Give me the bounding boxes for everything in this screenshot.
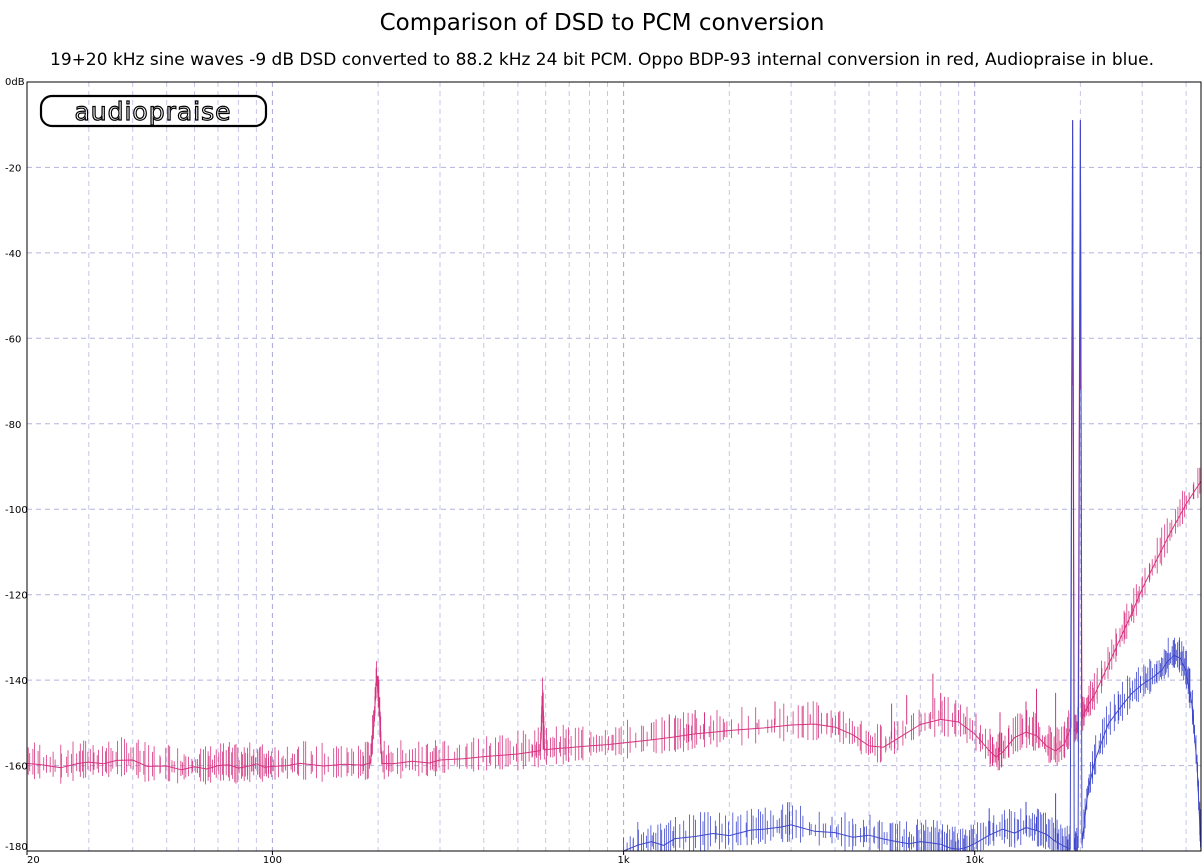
x-tick-label: 100 bbox=[263, 855, 282, 865]
y-tick-label: -20 bbox=[5, 163, 21, 174]
x-tick-label: 20 bbox=[27, 855, 40, 865]
y-tick-label: -80 bbox=[5, 420, 21, 431]
y-tick-label: -100 bbox=[5, 505, 28, 516]
series-line bbox=[26, 120, 1202, 771]
plot-frame bbox=[26, 81, 1202, 852]
chart-subtitle: 19+20 kHz sine waves -9 dB DSD converted… bbox=[50, 50, 1154, 70]
y-tick-label: 0dB bbox=[5, 77, 25, 88]
series-1 bbox=[623, 120, 1202, 852]
grid-layer bbox=[27, 82, 1201, 851]
tick-layer: 0dB -20 -40 -60 -80 -100 -120 -140 -160 -180 20 100… bbox=[5, 77, 984, 865]
series-line bbox=[623, 120, 1202, 852]
x-tick-label: 10k bbox=[965, 855, 984, 865]
y-tick-label: -40 bbox=[5, 249, 21, 260]
x-tick-label: 1k bbox=[618, 855, 630, 865]
y-tick-label: -120 bbox=[5, 591, 28, 602]
y-tick-label: -60 bbox=[5, 334, 21, 345]
chart-title: Comparison of DSD to PCM conversion bbox=[379, 10, 825, 36]
series-layer bbox=[26, 120, 1202, 852]
y-tick-label: -180 bbox=[5, 842, 28, 853]
y-tick-label: -140 bbox=[5, 676, 28, 687]
audiopraise-logo: audiopraise bbox=[39, 94, 268, 128]
y-tick-label: -160 bbox=[5, 762, 28, 773]
logo-text: audiopraise bbox=[74, 97, 231, 126]
series-0 bbox=[26, 120, 1202, 785]
